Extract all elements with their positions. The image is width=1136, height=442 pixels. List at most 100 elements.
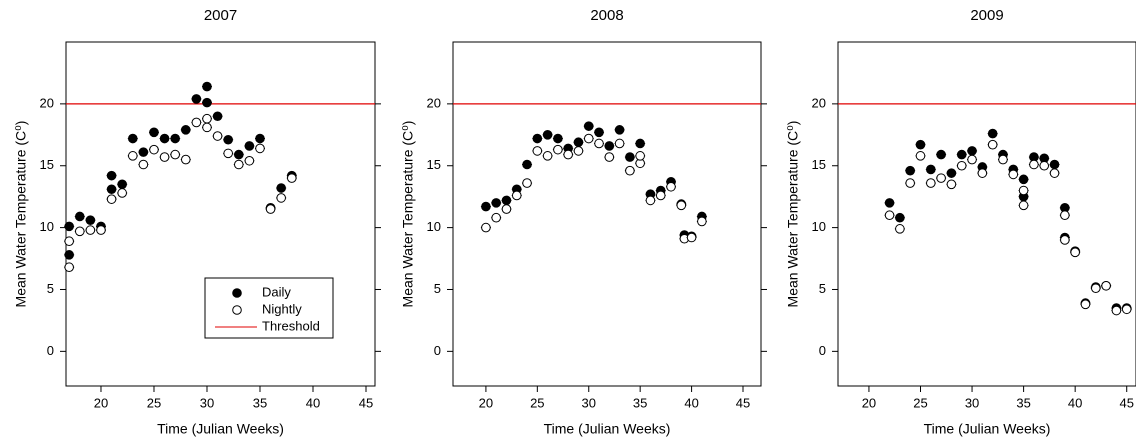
x-tick-label: 20 — [862, 395, 876, 410]
point — [895, 212, 905, 223]
point — [117, 188, 127, 198]
point — [159, 133, 170, 144]
point — [191, 94, 202, 104]
point — [1121, 304, 1132, 315]
point — [987, 139, 998, 150]
point — [697, 216, 707, 227]
point — [936, 173, 946, 183]
point — [202, 81, 212, 92]
point — [956, 149, 967, 160]
y-axis-label: Mean Water Temperature (C⁰) — [400, 121, 416, 308]
x-tick-label: 35 — [633, 395, 647, 410]
point — [255, 143, 265, 154]
point — [265, 204, 276, 214]
point — [64, 221, 74, 232]
legend-label: Threshold — [262, 318, 320, 333]
point — [604, 152, 615, 162]
legend-marker — [232, 288, 242, 298]
point — [127, 133, 138, 144]
point — [1060, 235, 1070, 245]
point — [74, 226, 85, 237]
legend-marker — [232, 305, 242, 315]
point — [594, 127, 604, 138]
point — [1018, 174, 1029, 185]
point — [967, 154, 977, 165]
y-tick-label: 0 — [434, 343, 441, 358]
point — [915, 139, 926, 150]
point — [905, 165, 915, 176]
x-tick-label: 40 — [306, 395, 320, 410]
chart-title: 2009 — [970, 7, 1003, 24]
point — [532, 146, 543, 156]
point — [1018, 200, 1029, 211]
point — [563, 149, 573, 160]
x-tick-label: 20 — [94, 395, 108, 410]
point — [244, 141, 255, 151]
y-tick-label: 20 — [40, 95, 54, 110]
point — [491, 212, 501, 223]
y-tick-label: 5 — [434, 281, 441, 296]
point — [967, 146, 977, 156]
panel: 2009 Time (Julian Weeks) Mean Water Temper… — [785, 7, 1136, 437]
chart-title: 2007 — [204, 7, 237, 24]
point — [64, 250, 74, 260]
point — [926, 164, 936, 175]
plot-frame — [837, 41, 1136, 387]
point — [905, 178, 915, 188]
point — [676, 200, 687, 211]
point — [936, 149, 946, 160]
point — [625, 165, 635, 176]
point — [106, 170, 117, 181]
point — [1080, 299, 1091, 310]
point — [117, 179, 127, 190]
point — [501, 204, 512, 214]
x-tick-label: 45 — [359, 395, 373, 410]
y-tick-label: 0 — [47, 343, 54, 358]
point — [127, 151, 138, 161]
y-tick-label: 15 — [427, 157, 441, 172]
x-tick-label: 25 — [913, 395, 927, 410]
point — [532, 133, 543, 144]
point — [1111, 305, 1122, 316]
x-tick-label: 30 — [582, 395, 596, 410]
x-axis-label: Time (Julian Weeks) — [544, 421, 671, 437]
x-tick-label: 35 — [253, 395, 267, 410]
y-tick-label: 20 — [812, 95, 826, 110]
y-tick-label: 5 — [819, 281, 826, 296]
point — [202, 122, 212, 133]
point — [1070, 247, 1080, 258]
x-tick-label: 40 — [1068, 395, 1082, 410]
y-tick-label: 15 — [40, 157, 54, 172]
point — [501, 195, 512, 206]
x-tick-label: 40 — [684, 395, 698, 410]
point — [1008, 169, 1019, 180]
plot-frame — [65, 41, 376, 387]
point — [522, 159, 532, 170]
point — [884, 198, 895, 208]
point — [977, 168, 988, 178]
point — [276, 183, 286, 193]
point — [915, 151, 926, 161]
chart-title: 2008 — [590, 7, 623, 24]
point — [987, 128, 998, 139]
point — [553, 133, 563, 144]
point — [583, 121, 594, 131]
y-tick-label: 5 — [47, 281, 54, 296]
x-tick-label: 25 — [147, 395, 161, 410]
point — [223, 134, 233, 145]
point — [106, 184, 117, 195]
point — [614, 138, 625, 149]
x-tick-label: 25 — [530, 395, 544, 410]
point — [180, 154, 191, 165]
point — [159, 152, 170, 162]
point — [1049, 159, 1060, 170]
point — [170, 149, 180, 160]
point — [96, 225, 106, 235]
point — [202, 97, 212, 108]
point — [149, 144, 159, 155]
point — [573, 146, 584, 156]
y-axis-label: Mean Water Temperature (C⁰) — [785, 121, 801, 308]
point — [481, 201, 491, 212]
x-tick-label: 35 — [1016, 395, 1030, 410]
point — [233, 159, 244, 170]
